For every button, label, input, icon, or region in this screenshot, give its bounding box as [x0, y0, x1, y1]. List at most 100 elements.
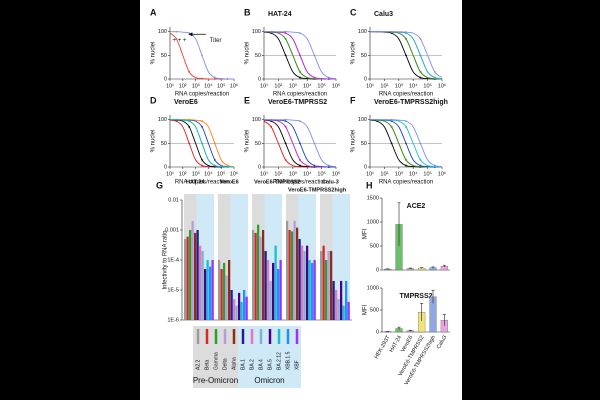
y-tick-label: 50	[361, 141, 367, 147]
x-tick-label: 10⁵	[217, 82, 225, 89]
data-point	[405, 164, 407, 167]
bar	[272, 262, 275, 320]
bar	[194, 232, 197, 320]
bar	[191, 220, 194, 320]
chart-title: VeroE6-TMPRSS2high	[374, 99, 448, 106]
x-tick-label: 10⁶	[230, 82, 238, 89]
bar	[228, 260, 231, 320]
x-tick-label: 10¹	[366, 171, 374, 177]
data-point	[313, 164, 316, 167]
data-point	[313, 76, 316, 79]
x-tick-label: 10⁵	[423, 170, 431, 177]
x-axis-label: RNA copies/reaction	[175, 180, 229, 186]
data-point	[419, 76, 422, 79]
bar	[335, 290, 338, 320]
legend-label: BA.2	[249, 359, 255, 370]
bar	[274, 245, 277, 320]
data-point	[188, 118, 191, 121]
x-tick-label: 10⁴	[204, 170, 213, 177]
y-tick-label: 0	[376, 329, 379, 335]
data-point	[299, 71, 301, 73]
y-tick-label: 0	[258, 164, 261, 170]
y-tick-label: 100	[252, 29, 261, 35]
data-point	[188, 71, 191, 73]
bar	[291, 231, 294, 320]
data-point	[433, 71, 436, 73]
y-axis-label: MFI	[363, 305, 369, 316]
data-point	[405, 142, 407, 145]
panel-letter: F	[350, 95, 356, 105]
data-point	[299, 142, 301, 145]
legend-label: Beta	[204, 359, 210, 370]
legend-label: BA.4	[258, 359, 264, 370]
y-tick-label: 0	[376, 267, 379, 273]
data-point	[299, 76, 301, 79]
y-tick-label: 0	[164, 164, 167, 170]
data-point	[419, 54, 422, 57]
bar	[184, 239, 187, 320]
chart-title: HAT-24	[268, 11, 292, 18]
data-point	[201, 120, 203, 123]
bar	[296, 227, 299, 320]
data-point	[433, 76, 436, 79]
data-point	[390, 125, 393, 128]
data-point	[175, 30, 178, 33]
data-point	[284, 125, 287, 128]
y-tick-label: 0.001	[165, 227, 179, 233]
y-tick-label: 100	[358, 29, 367, 35]
x-tick-label: 10³	[395, 83, 403, 89]
bar	[240, 301, 243, 320]
annotation: Titer	[210, 38, 222, 44]
x-tick-label: 10²	[380, 83, 388, 89]
group-label: VeroE6	[220, 179, 239, 185]
y-tick-label: 0	[258, 76, 261, 82]
group-label: Calu-3	[322, 179, 339, 185]
x-tick-label: 10⁶	[332, 170, 340, 177]
data-point	[313, 54, 316, 57]
data-point	[299, 164, 301, 167]
bar	[206, 260, 209, 320]
data-point	[405, 120, 407, 123]
data-point	[213, 164, 216, 167]
legend-label: XBF	[294, 360, 300, 370]
legend-group-label: Omicron	[254, 376, 284, 385]
panel-letter: H	[366, 180, 373, 190]
x-tick-label: 10¹	[366, 83, 374, 89]
panel-letter: B	[244, 7, 251, 17]
y-tick-label: 50	[255, 53, 261, 59]
y-tick-label: 500	[370, 307, 379, 313]
data-point	[284, 120, 287, 123]
bar	[196, 230, 199, 320]
bar	[311, 262, 314, 320]
y-tick-label: 50	[161, 141, 167, 147]
y-axis-label: % nuclei	[245, 42, 251, 65]
bar	[204, 269, 207, 320]
legend-label: BA.1	[240, 359, 246, 370]
y-tick-label: 1E-4	[167, 257, 179, 263]
x-tick-label: 10⁴	[303, 82, 312, 89]
legend-label: Alpha	[231, 357, 237, 370]
panel-letter: G	[156, 180, 163, 190]
group-label: VeroE6-TMPRSS2high	[288, 187, 347, 193]
y-axis-label: % nuclei	[351, 42, 357, 65]
chart-title: Calu3	[374, 11, 393, 18]
chart-title: TMPRSS2	[399, 293, 432, 300]
x-tick-label: 10⁴	[409, 82, 418, 89]
x-tick-label: 10⁴	[303, 170, 312, 177]
legend-label: Delta	[222, 358, 228, 370]
data-point	[213, 142, 216, 145]
bar	[345, 280, 348, 320]
bar	[218, 260, 221, 320]
y-tick-label: 100	[252, 117, 261, 123]
data-point	[213, 76, 216, 79]
legend-label: XBB.1.5	[285, 351, 291, 370]
x-tick-label: 10³	[289, 83, 297, 89]
data-point	[201, 77, 203, 80]
x-axis-label: RNA copies/reaction	[175, 92, 229, 98]
data-point	[284, 37, 287, 40]
data-point	[201, 142, 203, 145]
bar	[264, 250, 267, 320]
bar	[262, 230, 265, 320]
bar	[267, 260, 270, 320]
x-tick-label: 10¹	[166, 83, 174, 89]
